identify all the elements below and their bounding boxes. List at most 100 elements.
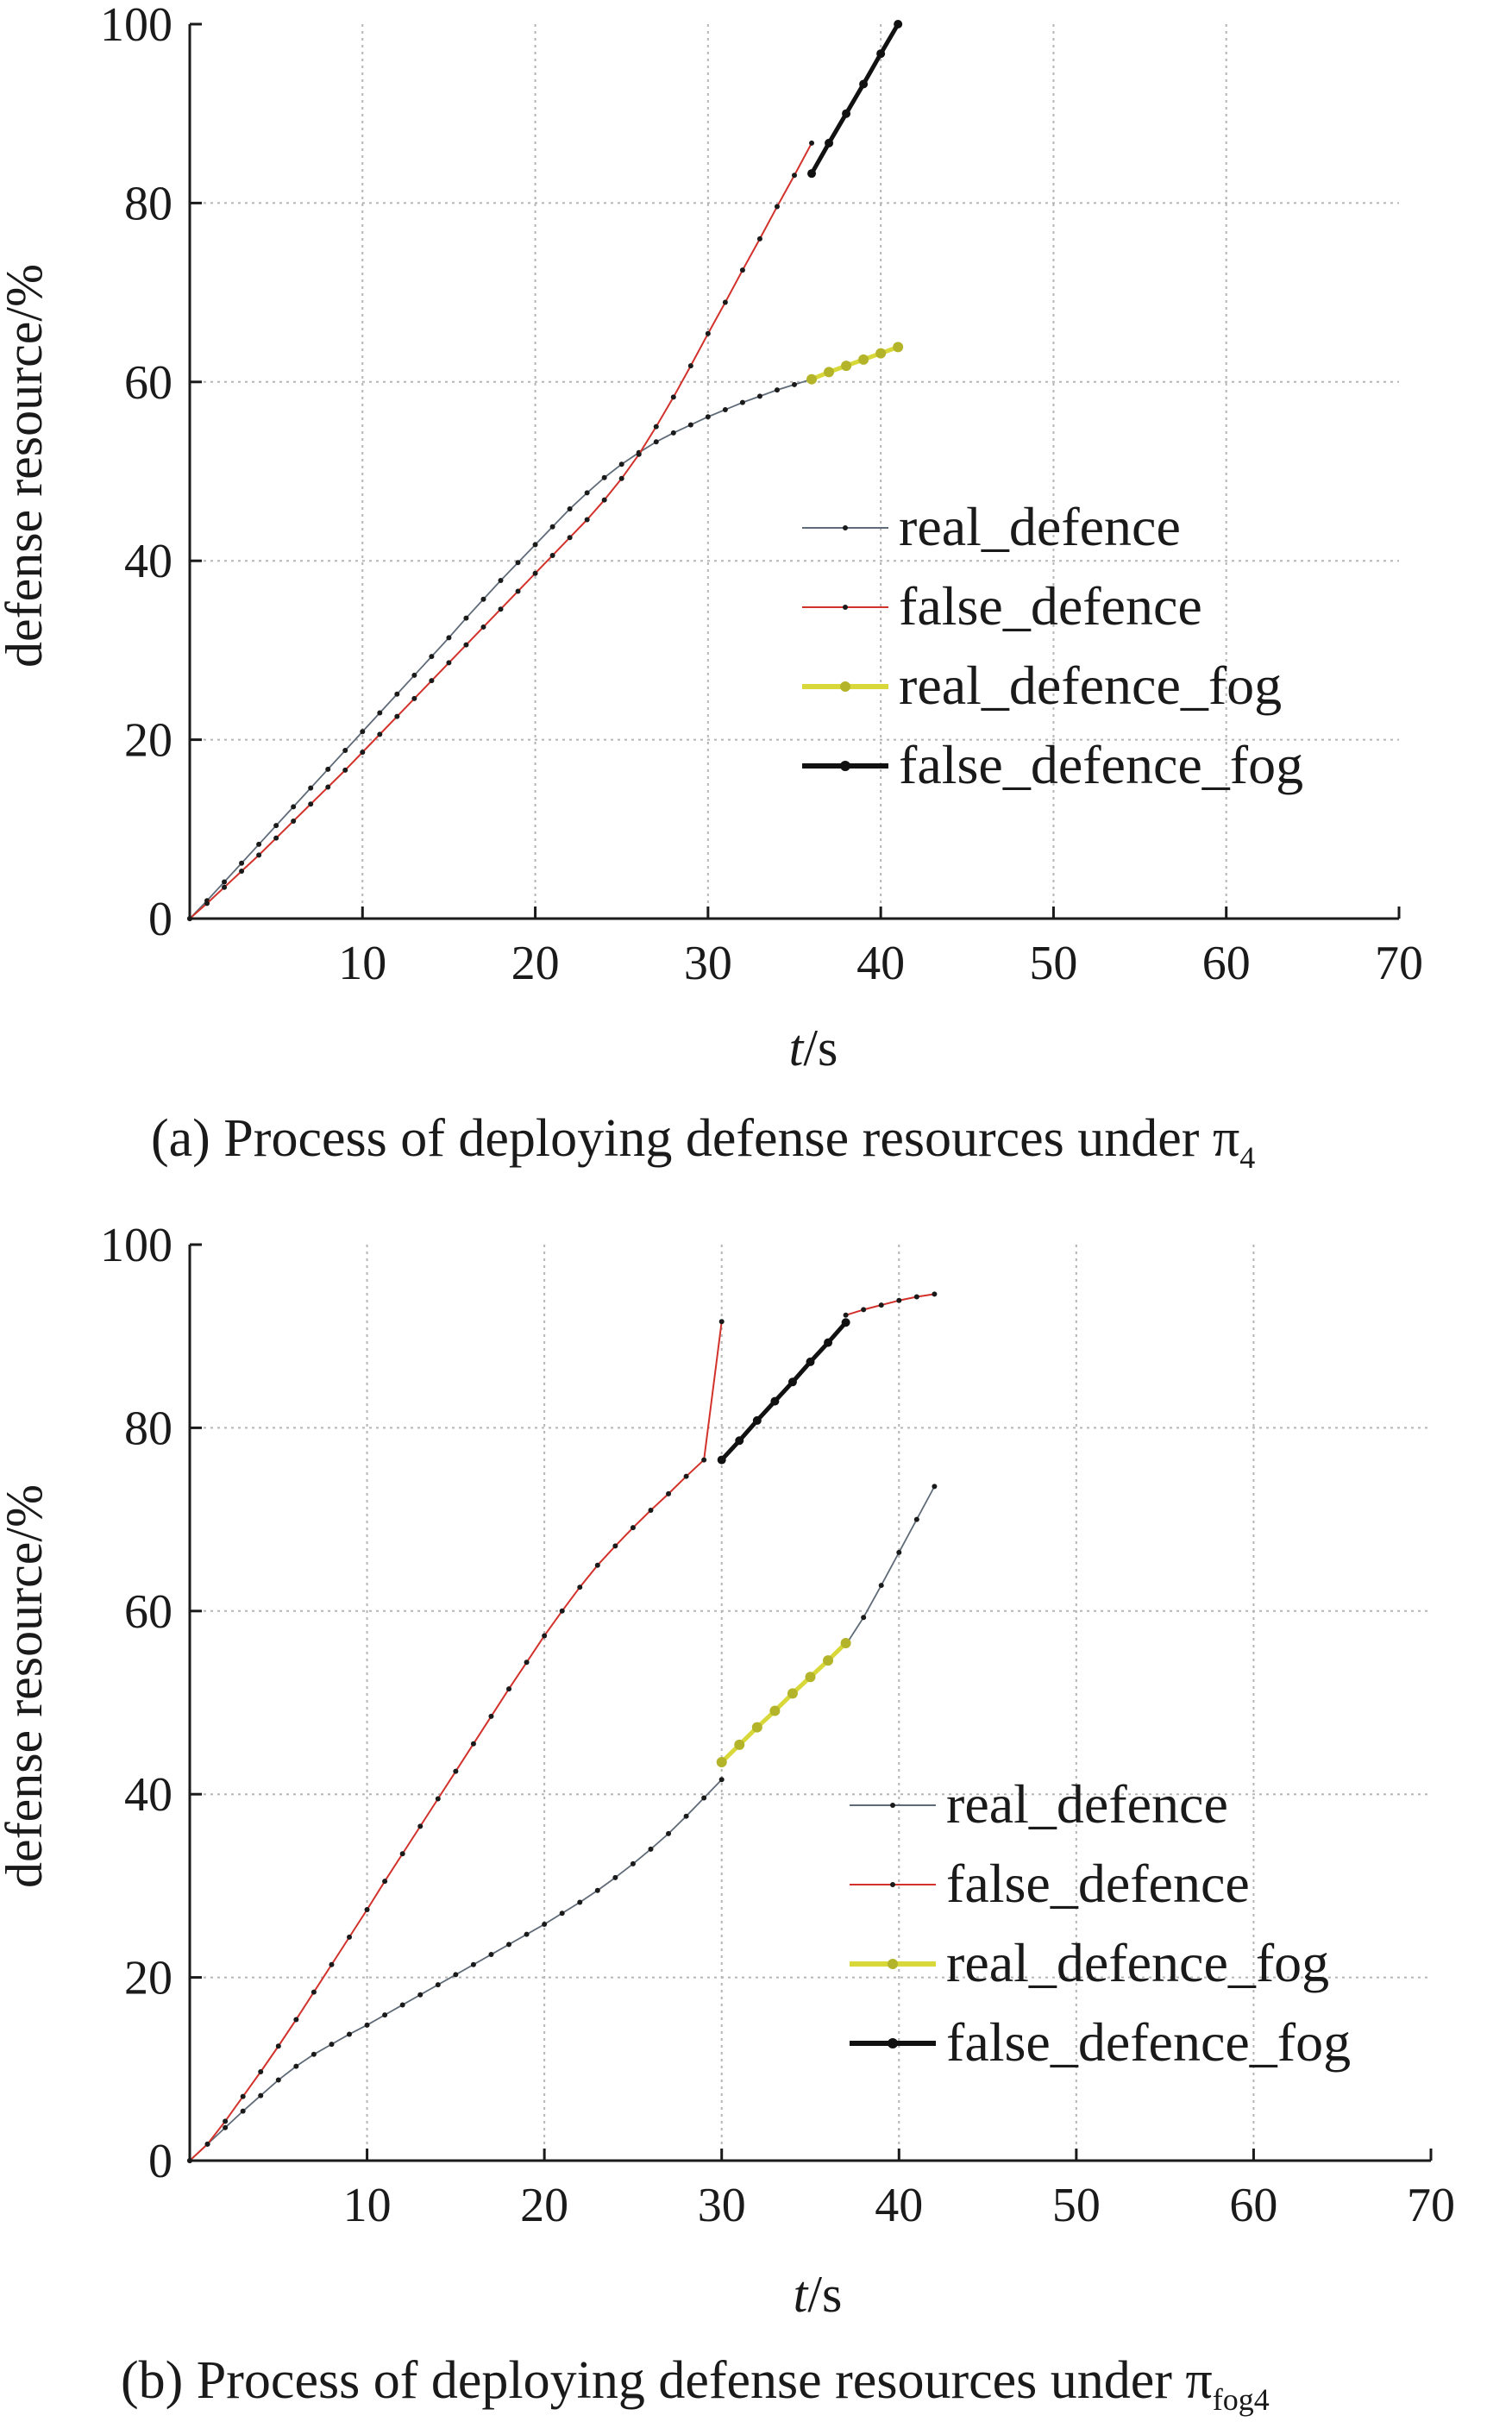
- y-tick-label: 60: [124, 1585, 173, 1639]
- data-point: [446, 660, 452, 666]
- data-point: [718, 1777, 725, 1783]
- tick-labels: 10 20 30 40 50 60 70 0 20 40 60 80 100: [100, 0, 1423, 990]
- data-point: [875, 348, 887, 359]
- series-line: [189, 1321, 723, 2161]
- data-point: [701, 1457, 707, 1463]
- data-point: [258, 2092, 264, 2099]
- data-point: [653, 439, 659, 445]
- legend-marker: [890, 1803, 895, 1808]
- y-tick-label: 100: [100, 0, 173, 52]
- data-point: [256, 841, 262, 847]
- data-point: [670, 430, 676, 436]
- data-point: [594, 1887, 600, 1893]
- x-axis-label: t/s: [794, 2266, 843, 2323]
- data-series: [187, 20, 904, 921]
- data-point: [648, 1507, 654, 1513]
- x-tick-label: 30: [698, 2179, 746, 2232]
- series-false-defence-fog: [717, 1318, 850, 1465]
- data-point: [809, 140, 815, 146]
- tick-labels: 10 20 30 40 50 60 70 0 20 40 60 80 100: [100, 1219, 1455, 2232]
- data-point: [258, 2068, 264, 2074]
- data-series: [187, 1291, 938, 2163]
- legend-label-false-defence-fog: false_defence_fog: [899, 734, 1303, 795]
- caption-a-subscript: 4: [1239, 1140, 1255, 1175]
- data-point: [932, 1484, 938, 1490]
- y-tick-label: 80: [124, 177, 173, 230]
- data-point: [756, 235, 762, 242]
- data-point: [861, 1307, 867, 1313]
- data-point: [435, 1982, 441, 1988]
- data-point: [932, 1291, 938, 1297]
- data-point: [792, 381, 797, 387]
- data-point: [549, 524, 555, 530]
- data-point: [859, 79, 869, 89]
- data-point: [532, 570, 538, 576]
- data-point: [394, 691, 400, 697]
- y-tick-label: 0: [148, 893, 173, 946]
- data-point: [894, 20, 903, 28]
- data-point: [240, 2093, 246, 2099]
- data-point: [463, 615, 469, 621]
- y-tick-label: 40: [124, 535, 173, 588]
- data-point: [187, 916, 192, 921]
- x-tick-label: 10: [343, 2179, 392, 2232]
- data-point: [858, 354, 869, 365]
- data-point: [878, 1302, 884, 1308]
- data-point: [806, 373, 818, 385]
- data-point: [913, 1294, 919, 1300]
- data-point: [293, 2017, 299, 2023]
- data-point: [716, 1757, 727, 1768]
- x-tick-label: 70: [1375, 937, 1423, 990]
- data-point: [841, 361, 852, 372]
- x-tick-label: 20: [520, 2179, 568, 2232]
- data-point: [498, 578, 504, 584]
- data-point: [435, 1796, 441, 1802]
- data-point: [325, 766, 331, 772]
- data-point: [417, 1823, 423, 1829]
- grid-lines: [190, 24, 1399, 919]
- legend-label-false-defence-fog: false_defence_fog: [946, 2011, 1351, 2073]
- data-point: [618, 475, 624, 481]
- legend-label-real-defence: real_defence: [899, 496, 1181, 557]
- y-tick-label: 0: [148, 2135, 173, 2188]
- legend-label-real-defence-fog: real_defence_fog: [899, 655, 1282, 716]
- data-point: [515, 560, 521, 566]
- data-point: [480, 596, 486, 602]
- series-false-defence-fog: [807, 20, 903, 179]
- data-point: [429, 654, 435, 660]
- data-point: [480, 624, 486, 630]
- x-tick-label: 60: [1229, 2179, 1277, 2232]
- data-point: [542, 1633, 548, 1639]
- data-point: [453, 1768, 459, 1774]
- series-real-defence: [187, 376, 815, 921]
- x-tick-label: 50: [1029, 937, 1077, 990]
- y-tick-label: 40: [124, 1768, 173, 1822]
- data-point: [705, 330, 711, 336]
- data-point: [308, 801, 314, 807]
- chart-panel-b: 10 20 30 40 50 60 70 0 20 40 60 80 100 defense resou…: [0, 1219, 1455, 2417]
- data-point: [770, 1396, 780, 1406]
- data-point: [687, 422, 693, 428]
- data-point: [739, 267, 745, 273]
- data-point: [601, 497, 607, 503]
- series-line: [189, 1779, 723, 2161]
- data-point: [722, 406, 728, 412]
- legend-label-false-defence: false_defence: [946, 1853, 1250, 1914]
- data-point: [683, 1473, 689, 1479]
- data-point: [774, 204, 780, 210]
- data-point: [840, 1637, 851, 1648]
- legend-marker: [890, 1882, 895, 1887]
- x-axis-label-var: t: [794, 2266, 809, 2323]
- data-point: [823, 1655, 834, 1666]
- data-point: [498, 606, 504, 612]
- data-point: [515, 588, 521, 594]
- series-line: [844, 1485, 936, 1646]
- data-point: [542, 1922, 548, 1928]
- x-axis-label-unit: /s: [803, 1020, 838, 1076]
- data-point: [739, 399, 745, 405]
- data-point: [291, 818, 297, 824]
- data-point: [787, 1688, 798, 1699]
- grid-lines: [190, 1245, 1431, 2161]
- data-point: [825, 138, 834, 147]
